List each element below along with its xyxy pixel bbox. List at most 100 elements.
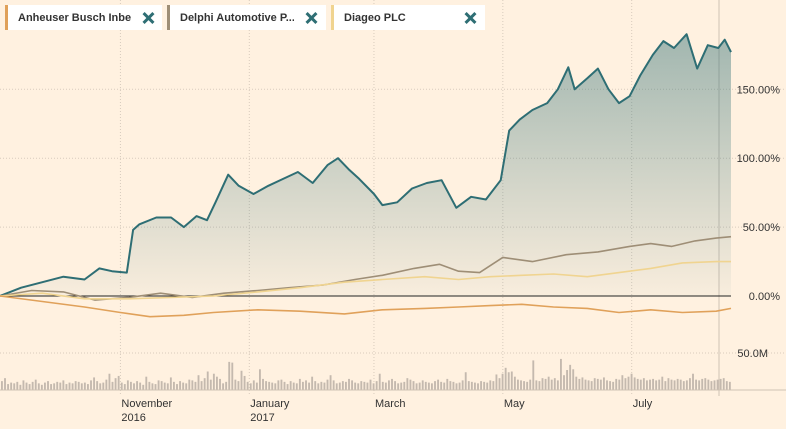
volume-bar: [523, 381, 526, 390]
volume-bar: [108, 373, 111, 390]
volume-bar: [335, 383, 338, 390]
volume-bar: [274, 383, 277, 390]
volume-bar: [240, 370, 243, 390]
close-icon[interactable]: [463, 11, 477, 25]
volume-bar: [348, 378, 350, 390]
volume-bar: [639, 379, 642, 390]
volume-bar: [566, 370, 569, 390]
volume-bar: [716, 379, 719, 390]
volume-bar: [458, 382, 461, 390]
volume-bar: [13, 383, 16, 390]
legend-chip-delphi-automotive[interactable]: Delphi Automotive P...: [167, 5, 326, 30]
volume-bar: [452, 381, 455, 390]
volume-bar: [676, 378, 679, 390]
volume-bar: [111, 381, 114, 390]
volume-bar: [231, 362, 234, 390]
volume-bar: [520, 380, 522, 390]
series-line: [0, 235, 732, 301]
volume-bar: [169, 377, 172, 390]
volume-tick-label: 50.0M: [737, 348, 768, 360]
legend-chip-anheuser-busch[interactable]: Anheuser Busch Inbe...: [5, 5, 162, 30]
volume-bar: [446, 378, 449, 390]
volume-bar: [222, 383, 225, 390]
volume-bar: [477, 383, 479, 390]
volume-bar: [117, 375, 120, 390]
volume-bar: [483, 381, 486, 390]
volume-bar: [529, 379, 532, 390]
series-area: [0, 34, 731, 296]
volume-bar: [612, 381, 615, 390]
volume-bar: [363, 381, 366, 390]
volume-bar: [424, 381, 427, 390]
close-icon[interactable]: [304, 11, 318, 25]
volume-bar: [16, 381, 19, 390]
x-tick-label: January: [250, 398, 290, 410]
volume-bar: [391, 378, 393, 390]
volume-bar: [710, 381, 713, 390]
volume-bar: [470, 381, 473, 390]
volume-bar: [265, 381, 268, 390]
x-tick-label: November: [121, 398, 172, 410]
volume-bar: [298, 378, 301, 390]
volume-bar: [498, 378, 501, 390]
y-axis-labels: 0.00% 50.00% 100.00% 150.00% 50.0M: [737, 84, 781, 360]
volume-bar: [268, 381, 271, 390]
volume-bar: [701, 378, 704, 390]
volume-bar: [443, 382, 446, 390]
volume-bar: [31, 381, 34, 390]
volume-bar: [437, 379, 440, 390]
volume-bar: [96, 381, 99, 390]
volume-bar: [572, 369, 575, 390]
legend-chip-diageo[interactable]: Diageo PLC: [331, 5, 485, 30]
volume-bar: [495, 374, 498, 390]
volume-bar: [517, 379, 519, 390]
volume-bar: [510, 371, 513, 390]
volume-bar: [234, 379, 237, 390]
volume-bar: [584, 379, 587, 390]
x-tick-sublabel: 2017: [250, 412, 274, 424]
y-tick-label: 100.00%: [737, 153, 781, 165]
x-tick-sublabel: 2016: [121, 412, 145, 424]
volume-bar: [179, 381, 182, 390]
volume-bar: [126, 380, 129, 390]
volume-bar: [252, 380, 255, 390]
volume-bar: [160, 381, 163, 390]
volume-bar: [62, 380, 65, 390]
volume-bar: [185, 383, 188, 390]
legend-label: Diageo PLC: [344, 11, 406, 24]
volume-bar: [455, 383, 458, 390]
volume-bar: [388, 380, 390, 390]
volume-bar: [4, 378, 6, 390]
volume-bar: [603, 377, 605, 390]
volume-bar: [212, 373, 215, 390]
volume-bar: [467, 381, 470, 390]
volume-bar: [618, 379, 621, 390]
volume-bar: [22, 380, 25, 390]
volume-bar: [197, 375, 200, 390]
volume-bar: [311, 376, 314, 390]
volume-bar: [507, 372, 510, 390]
volume-bar: [606, 380, 608, 390]
volume-bar: [243, 375, 246, 390]
volume-bar: [188, 379, 191, 390]
volume-bar: [326, 379, 329, 390]
volume-bar: [581, 377, 584, 390]
volume-bar: [658, 379, 661, 390]
close-icon[interactable]: [141, 11, 154, 25]
volume-bar: [649, 379, 651, 390]
volume-bar: [37, 383, 40, 390]
volume-bar: [237, 381, 240, 390]
volume-bar: [593, 378, 596, 390]
volume-bar: [569, 364, 572, 390]
volume-bar: [74, 381, 77, 390]
volume-bar: [685, 380, 688, 390]
volume-bar: [277, 380, 280, 390]
volume-bar: [369, 379, 372, 390]
volume-bar: [114, 378, 117, 390]
x-tick-label: March: [375, 398, 406, 410]
volume-bar: [655, 380, 658, 390]
volume-bar: [378, 373, 381, 390]
volume-bar: [25, 382, 28, 390]
volume-bar: [206, 371, 209, 390]
